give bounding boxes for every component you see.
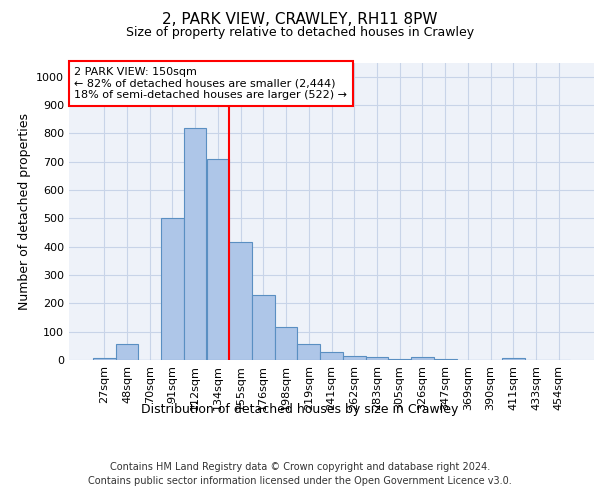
Text: Distribution of detached houses by size in Crawley: Distribution of detached houses by size … xyxy=(142,402,458,415)
Bar xyxy=(320,352,343,360)
Bar xyxy=(343,356,365,360)
Bar xyxy=(161,218,184,360)
Bar xyxy=(434,358,457,360)
Bar xyxy=(116,344,139,360)
Bar xyxy=(252,295,275,360)
Bar xyxy=(298,344,320,360)
Bar xyxy=(411,356,434,360)
Bar xyxy=(206,159,229,360)
Text: Contains public sector information licensed under the Open Government Licence v3: Contains public sector information licen… xyxy=(88,476,512,486)
Bar xyxy=(388,358,411,360)
Y-axis label: Number of detached properties: Number of detached properties xyxy=(17,113,31,310)
Text: 2, PARK VIEW, CRAWLEY, RH11 8PW: 2, PARK VIEW, CRAWLEY, RH11 8PW xyxy=(162,12,438,28)
Bar xyxy=(229,242,252,360)
Bar xyxy=(93,358,116,360)
Bar xyxy=(184,128,206,360)
Text: 2 PARK VIEW: 150sqm
← 82% of detached houses are smaller (2,444)
18% of semi-det: 2 PARK VIEW: 150sqm ← 82% of detached ho… xyxy=(74,67,347,100)
Text: Size of property relative to detached houses in Crawley: Size of property relative to detached ho… xyxy=(126,26,474,39)
Bar xyxy=(502,358,524,360)
Text: Contains HM Land Registry data © Crown copyright and database right 2024.: Contains HM Land Registry data © Crown c… xyxy=(110,462,490,472)
Bar xyxy=(365,357,388,360)
Bar xyxy=(275,328,298,360)
